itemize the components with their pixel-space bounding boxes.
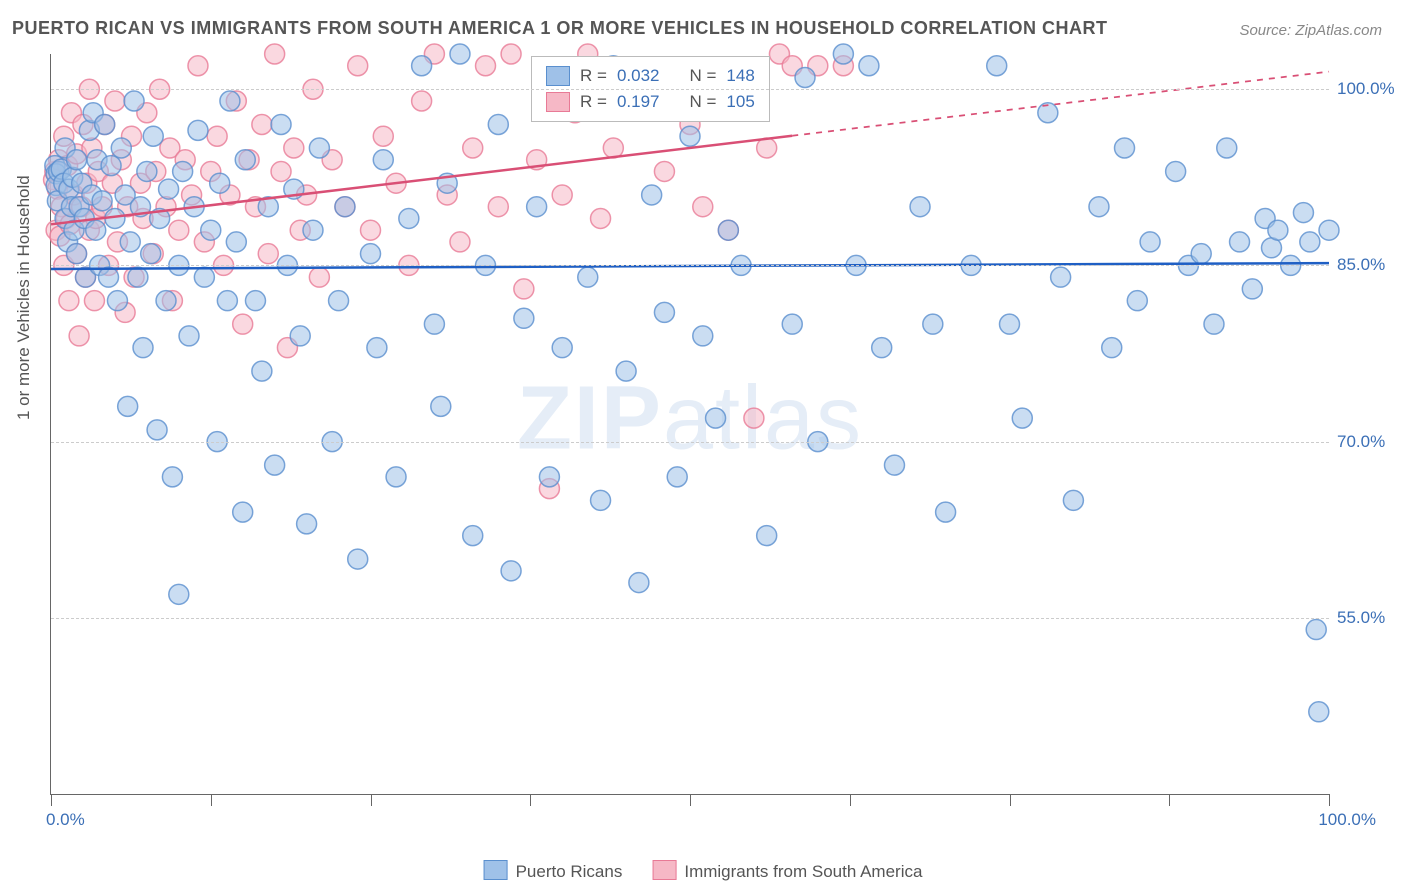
n-label: N = <box>689 63 716 89</box>
y-tick-label: 70.0% <box>1337 432 1401 452</box>
legend-item: Puerto Ricans <box>484 860 623 882</box>
legend-label: Puerto Ricans <box>516 862 623 881</box>
legend-swatch-icon <box>546 66 570 86</box>
n-value: 105 <box>726 89 754 115</box>
legend-row: R = 0.197 N = 105 <box>546 89 755 115</box>
y-axis-title: 1 or more Vehicles in Household <box>14 175 34 420</box>
legend-label: Immigrants from South America <box>684 862 922 881</box>
legend-row: R = 0.032 N = 148 <box>546 63 755 89</box>
r-value: 0.197 <box>617 89 660 115</box>
chart-title: PUERTO RICAN VS IMMIGRANTS FROM SOUTH AM… <box>12 18 1108 39</box>
legend-swatch-icon <box>484 860 508 880</box>
y-tick-label: 85.0% <box>1337 255 1401 275</box>
plot-area: ZIPatlas R = 0.032 N = 148 R = 0.197 N =… <box>50 54 1329 795</box>
r-label: R = <box>580 89 607 115</box>
legend-series: Puerto Ricans Immigrants from South Amer… <box>484 860 923 882</box>
y-tick-label: 55.0% <box>1337 608 1401 628</box>
plot-svg <box>51 54 1329 794</box>
n-value: 148 <box>726 63 754 89</box>
legend-item: Immigrants from South America <box>652 860 922 882</box>
x-min-label: 0.0% <box>46 810 85 830</box>
legend-swatch-icon <box>652 860 676 880</box>
x-max-label: 100.0% <box>1318 810 1376 830</box>
source-label: Source: ZipAtlas.com <box>1239 22 1382 39</box>
r-value: 0.032 <box>617 63 660 89</box>
y-tick-label: 100.0% <box>1337 79 1401 99</box>
legend-swatch-icon <box>546 92 570 112</box>
n-label: N = <box>689 89 716 115</box>
r-label: R = <box>580 63 607 89</box>
